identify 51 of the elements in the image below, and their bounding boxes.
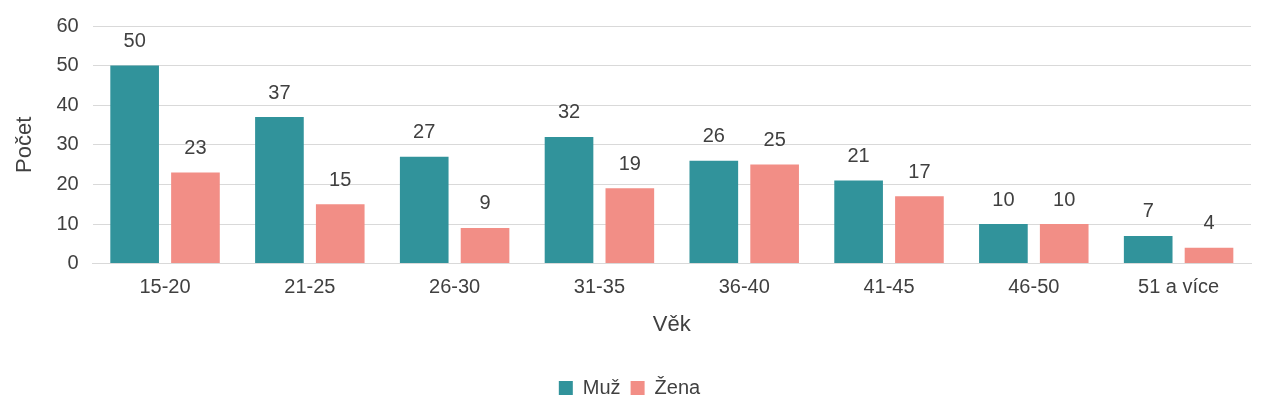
data-label: 19 xyxy=(618,151,641,174)
y-axis-title: Počet xyxy=(11,116,37,173)
data-label: 10 xyxy=(992,187,1015,210)
bar xyxy=(460,227,510,264)
legend-label: Muž xyxy=(582,375,621,398)
bar xyxy=(1039,224,1089,264)
legend-label: Žena xyxy=(654,375,702,398)
x-tick-label: 26-30 xyxy=(429,275,481,298)
y-tick-label: 0 xyxy=(67,251,79,274)
bar xyxy=(979,224,1028,264)
x-tick-label: 15-20 xyxy=(139,275,191,298)
data-label: 50 xyxy=(123,29,146,52)
data-label: 4 xyxy=(1203,211,1215,234)
bar xyxy=(110,65,159,264)
x-tick-label: 51 a více xyxy=(1138,275,1220,298)
data-label: 10 xyxy=(1053,187,1076,210)
y-tick-label: 50 xyxy=(56,53,79,76)
bar xyxy=(605,188,655,264)
bar xyxy=(399,156,449,264)
x-tick-label: 31-35 xyxy=(573,275,625,298)
bar xyxy=(750,164,799,264)
x-tick-label: 41-45 xyxy=(863,275,915,298)
data-label: 21 xyxy=(847,143,870,166)
data-label: 9 xyxy=(479,191,491,214)
y-tick-label: 40 xyxy=(56,92,79,115)
bar xyxy=(171,172,220,264)
y-tick-label: 20 xyxy=(56,171,79,194)
data-label: 37 xyxy=(268,80,291,103)
bar xyxy=(1123,235,1173,264)
y-tick-label: 10 xyxy=(56,211,79,234)
x-tick-label: 46-50 xyxy=(1008,275,1060,298)
x-tick-label: 36-40 xyxy=(718,275,770,298)
bar xyxy=(1184,247,1234,264)
data-label: 26 xyxy=(702,124,725,147)
bar xyxy=(255,117,304,264)
data-label: 7 xyxy=(1142,199,1154,222)
bar xyxy=(895,196,944,264)
data-label: 23 xyxy=(184,136,207,159)
bar xyxy=(544,136,594,264)
bar xyxy=(834,180,883,264)
data-label: 17 xyxy=(908,159,931,182)
bar xyxy=(689,160,739,264)
x-axis-title: Věk xyxy=(652,310,692,336)
bar xyxy=(315,204,365,264)
x-tick-label: 21-25 xyxy=(284,275,336,298)
y-tick-label: 30 xyxy=(56,132,79,155)
data-label: 32 xyxy=(557,100,581,123)
data-label: 15 xyxy=(329,167,352,190)
data-label: 27 xyxy=(413,120,436,143)
y-tick-label: 60 xyxy=(56,13,79,36)
data-label: 25 xyxy=(763,128,786,151)
